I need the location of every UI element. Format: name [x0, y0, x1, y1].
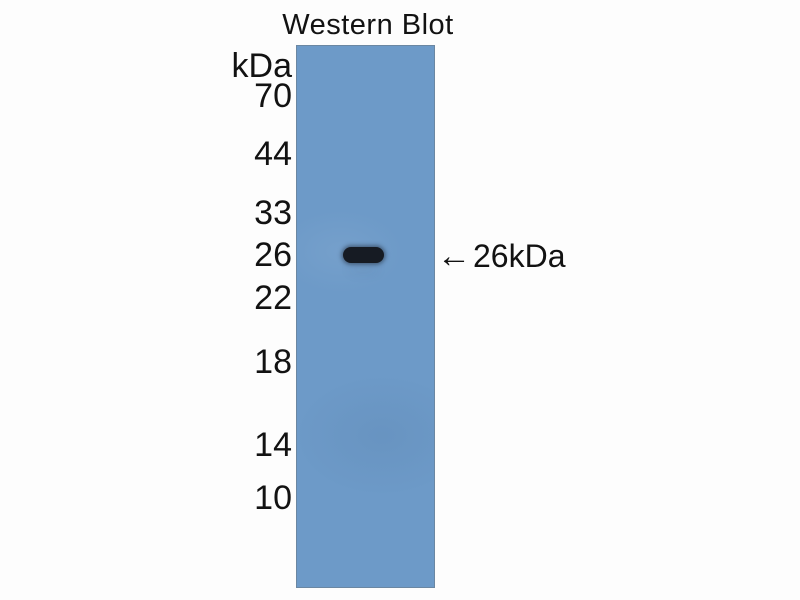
- band-annotation-label: 26kDa: [473, 238, 566, 274]
- ladder-marker-10: 10: [254, 479, 292, 517]
- ladder-marker-44: 44: [254, 135, 292, 173]
- ladder-marker-18: 18: [254, 343, 292, 381]
- left-arrow-icon: ←: [437, 237, 471, 275]
- band-annotation: ← 26kDa: [437, 239, 566, 273]
- ladder-marker-14: 14: [254, 426, 292, 464]
- ladder-marker-22: 22: [254, 279, 292, 317]
- figure-title: Western Blot: [282, 9, 454, 41]
- ladder-marker-26: 26: [254, 236, 292, 274]
- protein-band: [343, 247, 384, 263]
- ladder-unit-label: kDa: [231, 47, 292, 85]
- gel-lane: [296, 45, 435, 588]
- ladder-marker-70: 70: [254, 77, 292, 115]
- ladder-marker-33: 33: [254, 194, 292, 232]
